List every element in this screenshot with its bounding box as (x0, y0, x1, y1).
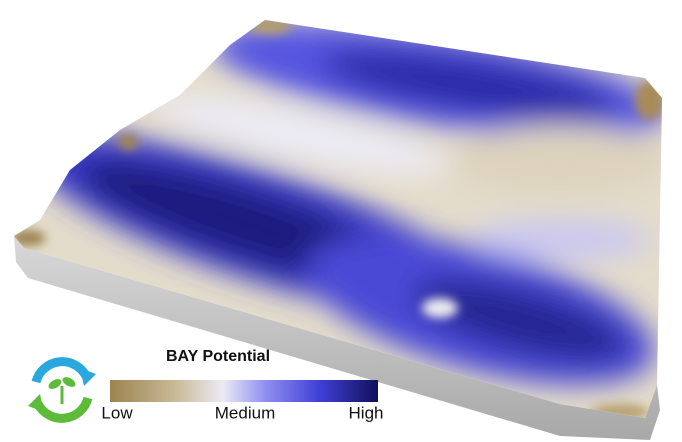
logo (28, 357, 96, 423)
legend-label: High (349, 403, 384, 422)
legend: BAY Potential Low Medium High (101, 348, 383, 422)
legend-label: Medium (215, 403, 275, 422)
potential-zones (31, 22, 662, 385)
legend-label: Low (101, 403, 133, 422)
legend-color-bar (110, 380, 378, 402)
legend-title: BAY Potential (166, 348, 270, 365)
field-side (14, 236, 660, 440)
